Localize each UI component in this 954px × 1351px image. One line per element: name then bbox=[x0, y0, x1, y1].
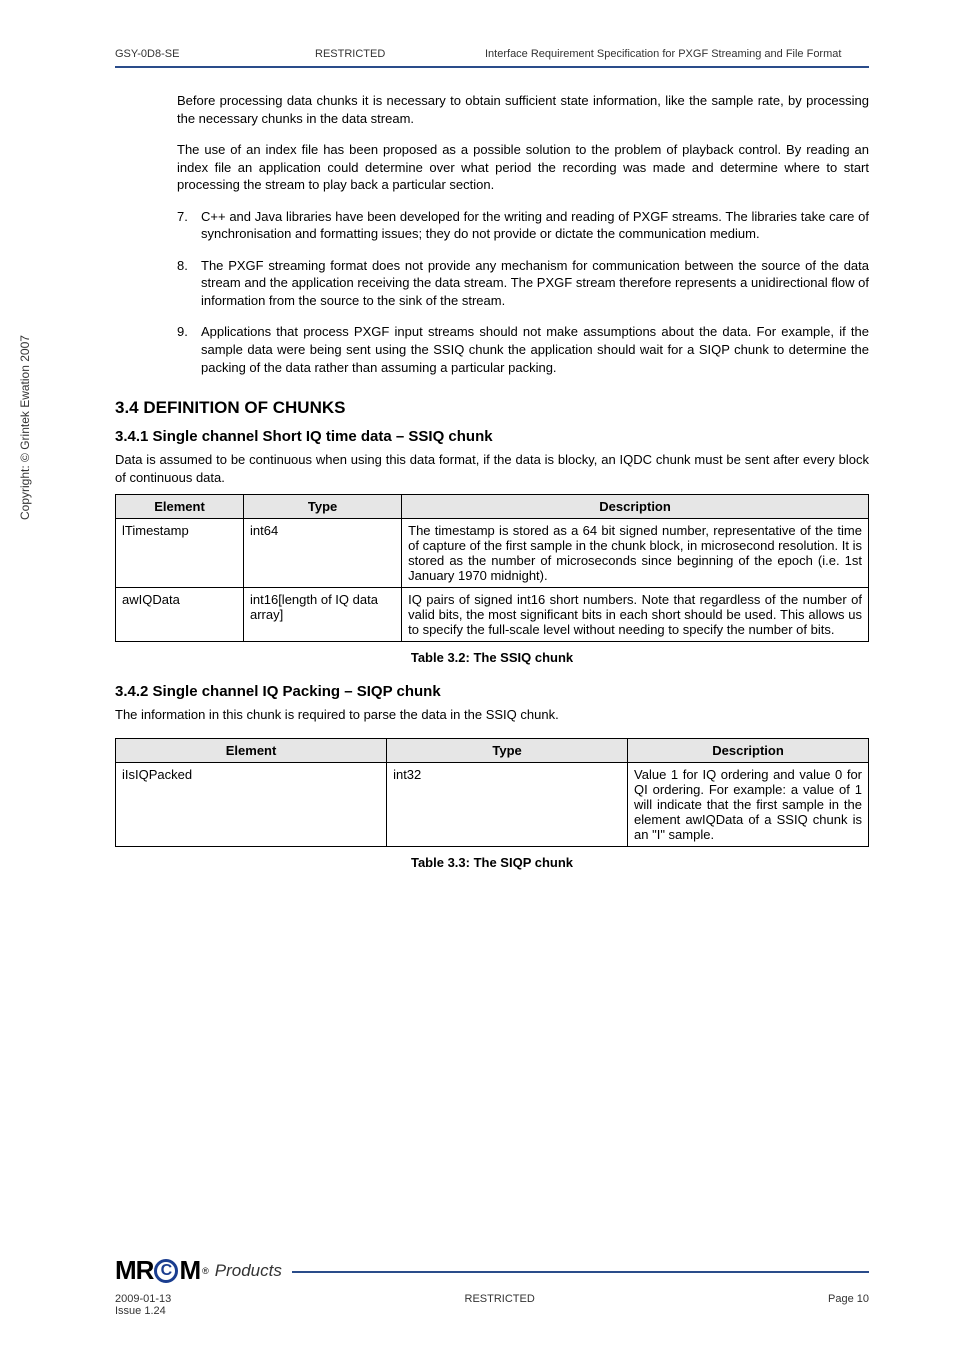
section-3-4-1-heading: 3.4.1 Single channel Short IQ time data … bbox=[115, 428, 869, 445]
section-3-4-heading: 3.4 DEFINITION OF CHUNKS bbox=[115, 398, 869, 418]
logo-text-m: M bbox=[179, 1255, 200, 1286]
registered-icon: ® bbox=[202, 1266, 209, 1276]
table-row: Element Type Description bbox=[116, 738, 869, 762]
cell-type: int16[length of IQ data array] bbox=[244, 588, 402, 642]
list-item-7: C++ and Java libraries have been develop… bbox=[177, 208, 869, 243]
header-doc-id: GSY-0D8-SE bbox=[115, 48, 315, 60]
cell-description: Value 1 for IQ ordering and value 0 for … bbox=[628, 762, 869, 846]
table-header-element: Element bbox=[116, 738, 387, 762]
para-2: The use of an index file has been propos… bbox=[115, 141, 869, 194]
table-3-2-caption: Table 3.2: The SSIQ chunk bbox=[115, 650, 869, 665]
footer-page: Page 10 bbox=[828, 1293, 869, 1317]
cell-description: IQ pairs of signed int16 short numbers. … bbox=[402, 588, 869, 642]
list-item-8: The PXGF streaming format does not provi… bbox=[177, 257, 869, 310]
page-footer: MRCM® Products 2009-01-13 Issue 1.24 RES… bbox=[115, 1271, 869, 1317]
table-header-type: Type bbox=[387, 738, 628, 762]
cell-description: The timestamp is stored as a 64 bit sign… bbox=[402, 519, 869, 588]
logo: MRCM® Products bbox=[115, 1255, 292, 1286]
table-header-element: Element bbox=[116, 495, 244, 519]
table-header-type: Type bbox=[244, 495, 402, 519]
copyright-vertical: Copyright: © Grintek Ewation 2007 bbox=[18, 335, 32, 520]
table-3-3: Element Type Description iIsIQPacked int… bbox=[115, 738, 869, 847]
table-header-description: Description bbox=[402, 495, 869, 519]
footer-rule: MRCM® Products bbox=[115, 1271, 869, 1273]
table-row: lTimestamp int64 The timestamp is stored… bbox=[116, 519, 869, 588]
footer-issue: Issue 1.24 bbox=[115, 1305, 171, 1317]
footer-date: 2009-01-13 bbox=[115, 1293, 171, 1305]
cell-type: int32 bbox=[387, 762, 628, 846]
table-3-2: Element Type Description lTimestamp int6… bbox=[115, 494, 869, 642]
cell-element: awIQData bbox=[116, 588, 244, 642]
section-3-4-2-heading: 3.4.2 Single channel IQ Packing – SIQP c… bbox=[115, 683, 869, 700]
cell-type: int64 bbox=[244, 519, 402, 588]
cell-element: lTimestamp bbox=[116, 519, 244, 588]
page-header: GSY-0D8-SE RESTRICTED Interface Requirem… bbox=[115, 48, 869, 68]
section-3-4-2-intro: The information in this chunk is require… bbox=[115, 706, 869, 724]
table-row: iIsIQPacked int32 Value 1 for IQ orderin… bbox=[116, 762, 869, 846]
table-3-3-caption: Table 3.3: The SIQP chunk bbox=[115, 855, 869, 870]
table-header-description: Description bbox=[628, 738, 869, 762]
logo-c-icon: C bbox=[154, 1259, 178, 1283]
table-row: Element Type Description bbox=[116, 495, 869, 519]
header-title: Interface Requirement Specification for … bbox=[485, 48, 869, 60]
section-3-4-1-intro: Data is assumed to be continuous when us… bbox=[115, 451, 869, 486]
para-1: Before processing data chunks it is nece… bbox=[115, 92, 869, 127]
numbered-list: C++ and Java libraries have been develop… bbox=[115, 208, 869, 376]
list-item-9: Applications that process PXGF input str… bbox=[177, 323, 869, 376]
table-row: awIQData int16[length of IQ data array] … bbox=[116, 588, 869, 642]
header-classification: RESTRICTED bbox=[315, 48, 485, 60]
logo-products-text: Products bbox=[215, 1261, 282, 1281]
logo-text-mr: MR bbox=[115, 1255, 153, 1286]
footer-classification: RESTRICTED bbox=[465, 1293, 535, 1317]
cell-element: iIsIQPacked bbox=[116, 762, 387, 846]
